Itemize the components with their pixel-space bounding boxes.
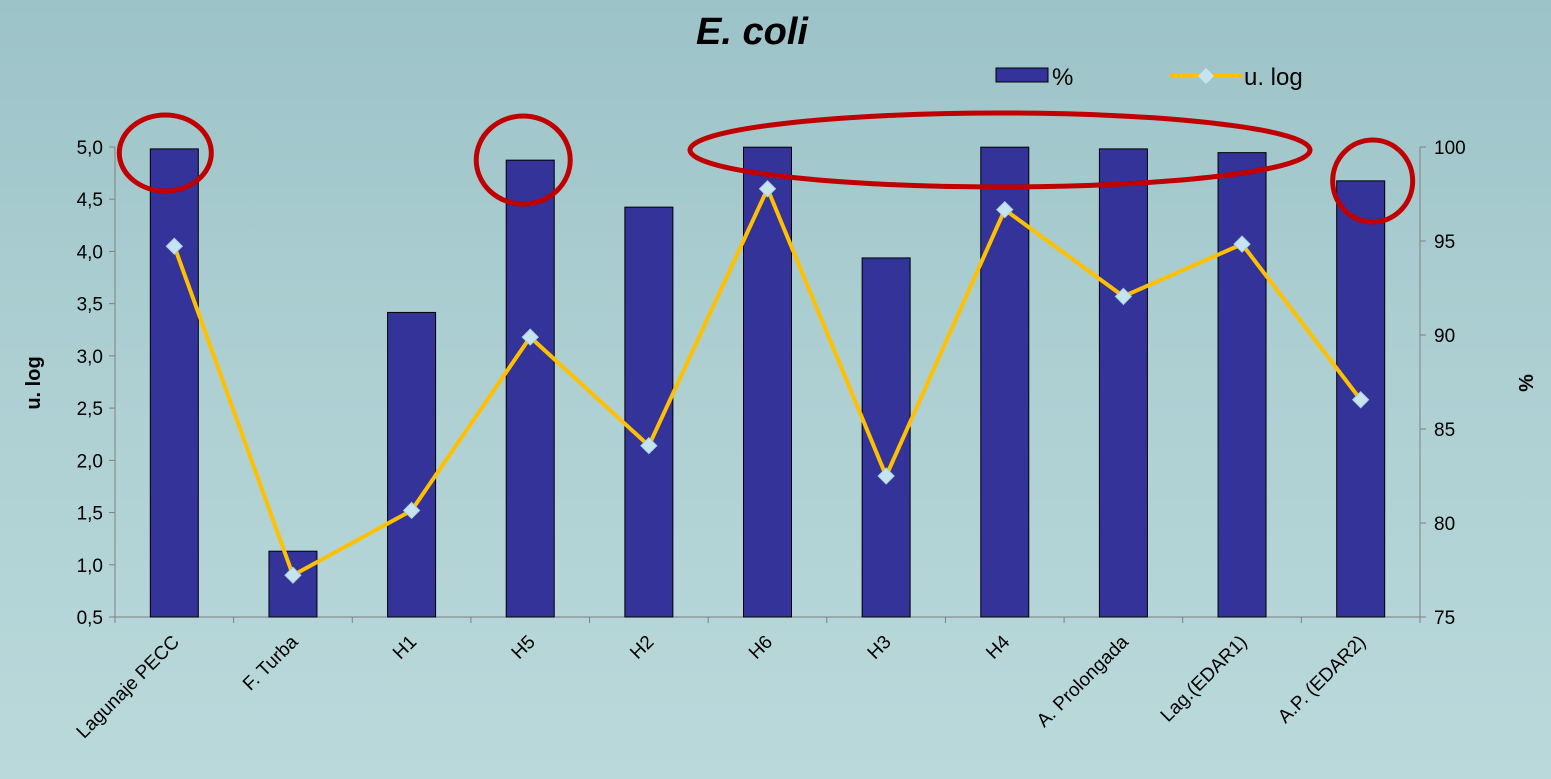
- x-tick-label: H1: [389, 632, 421, 664]
- y2-tick-label: 85: [1434, 420, 1455, 441]
- y-tick-label: 3,0: [77, 347, 103, 368]
- x-tick-label: H4: [982, 631, 1014, 663]
- y2-axis-label: %: [1516, 374, 1538, 392]
- x-tick-labels: Lagunaje PECC F. Turba H1 H5 H2 H6 H3 H4 A. Prol…: [73, 631, 1371, 743]
- y-axis-label: u. log: [23, 356, 45, 409]
- y2-tick-label: 80: [1434, 514, 1455, 535]
- legend-bar-label: %: [1052, 64, 1073, 91]
- line-point: [1233, 235, 1251, 253]
- line-point: [1351, 391, 1370, 409]
- y-tick-label: 0,5: [77, 608, 103, 629]
- legend-bar-swatch: [995, 67, 1049, 83]
- line-point: [165, 237, 184, 255]
- legend: % u. log: [995, 64, 1303, 91]
- legend-line-label: u. log: [1244, 64, 1303, 91]
- x-tick-label: Lag.(EDAR1): [1157, 632, 1252, 727]
- bars: [149, 146, 1386, 618]
- y2-tick-label: 100: [1434, 138, 1466, 159]
- y-tick-label: 1,5: [77, 504, 103, 525]
- x-tick-label: H5: [508, 632, 540, 664]
- line-point: [640, 437, 658, 455]
- chart-title: E. coli: [696, 11, 809, 53]
- y2-tick-label: 75: [1434, 608, 1455, 629]
- y-tick-label: 1,0: [77, 556, 103, 577]
- highlight-ellipse: [116, 112, 214, 194]
- y-tick-label: 2,0: [77, 451, 103, 472]
- bar: [268, 550, 318, 618]
- bar: [149, 148, 199, 618]
- x-tick-label: H2: [626, 632, 658, 664]
- line-point: [758, 180, 777, 198]
- y-tick-label: 2,5: [77, 399, 103, 420]
- x-tick-label: A.P. (EDAR2): [1274, 632, 1370, 728]
- line-series: [165, 180, 1370, 584]
- highlight-ellipse: [687, 110, 1313, 190]
- line-point: [402, 501, 421, 520]
- bar: [1217, 152, 1267, 618]
- y2-tick-label: 90: [1434, 326, 1455, 347]
- line-point: [521, 328, 539, 346]
- line-point: [996, 200, 1014, 219]
- highlight-ellipse: [473, 113, 573, 207]
- line-point: [284, 566, 302, 584]
- y-tick-label: 5,0: [77, 138, 103, 159]
- axes: 0,5 1,0 1,5 2,0 2,5 3,0 3,5 4,0 4,5 5,0 75 80 85 90 95…: [77, 138, 1466, 629]
- bar: [505, 159, 555, 618]
- line-point: [877, 467, 895, 485]
- y-tick-label: 4,5: [77, 190, 103, 211]
- y-tick-label: 4,0: [77, 242, 103, 263]
- y-tick-label: 3,5: [77, 295, 103, 316]
- annotations: [116, 110, 1416, 225]
- bar: [1098, 148, 1148, 618]
- bar: [980, 146, 1030, 618]
- x-tick-label: H3: [864, 632, 896, 664]
- x-tick-label: Lagunaje PECC: [73, 632, 184, 743]
- y2-tick-label: 95: [1434, 232, 1455, 253]
- bar: [387, 311, 437, 618]
- highlight-ellipse: [1330, 137, 1416, 225]
- x-tick-label: F. Turba: [239, 631, 303, 695]
- line-point: [1114, 287, 1133, 306]
- x-tick-label: A. Prolongada: [1033, 631, 1133, 731]
- x-tick-label: H6: [745, 632, 777, 664]
- legend-line-marker: [1198, 68, 1214, 84]
- bar: [743, 146, 792, 618]
